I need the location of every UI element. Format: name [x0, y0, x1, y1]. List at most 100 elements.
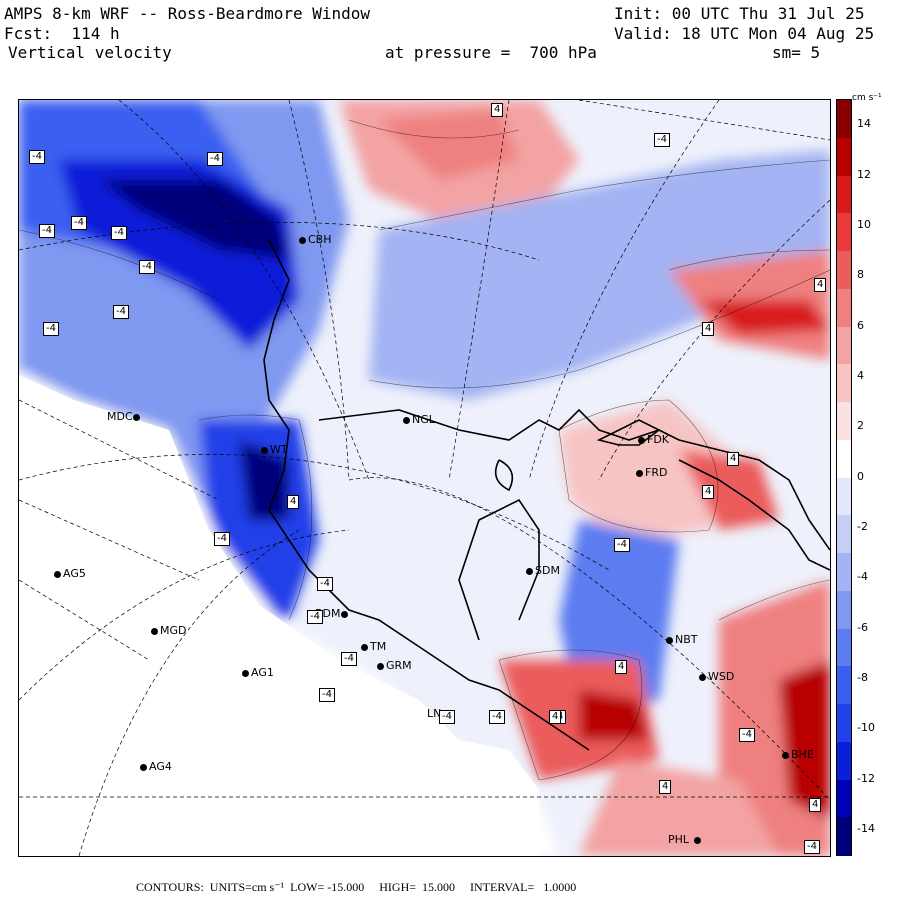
- colorbar-tick-label: 8: [857, 268, 864, 282]
- colorbar-segment: [837, 175, 851, 215]
- contour-value-label: -4: [341, 652, 357, 666]
- contour-value-label: 4: [727, 452, 740, 466]
- contour-value-label: -4: [614, 538, 630, 552]
- station-label-sdm: SDM: [535, 564, 560, 577]
- station-marker-mgd: [151, 628, 158, 635]
- colorbar-tick-label: 14: [857, 117, 871, 131]
- vertical-velocity-map: MDC NGL FDK FRD SDM AG5 MGD AG1 AG4 NBT WSD BDM TM GR…: [18, 99, 831, 857]
- colorbar-tick-label: 12: [857, 167, 871, 181]
- colorbar-tick-label: 10: [857, 217, 871, 231]
- colorbar-segment: [837, 741, 851, 781]
- contour-value-label: 4: [809, 798, 822, 812]
- colorbar-segment: [837, 213, 851, 252]
- contour-value-label: -4: [111, 226, 127, 240]
- contour-value-label: -4: [804, 840, 820, 854]
- station-label-wsd: WSD: [708, 670, 735, 683]
- station-label-cbh: CBH: [308, 233, 332, 246]
- contour-value-label: -4: [113, 305, 129, 319]
- contour-value-label: -4: [739, 728, 755, 742]
- colorbar-segment: [837, 288, 851, 328]
- station-marker-sdm: [526, 568, 533, 575]
- model-title: AMPS 8-km WRF -- Ross-Beardmore Window: [4, 4, 371, 23]
- contour-value-label: -4: [43, 322, 59, 336]
- colorbar-tick-label: 6: [857, 318, 864, 332]
- colorbar-segment: [837, 704, 851, 743]
- contour-footer: CONTOURS: UNITS=cm s⁻¹ LOW= -15.000 HIGH…: [136, 880, 577, 894]
- contour-value-label: 4: [549, 710, 562, 724]
- station-label-nbt: NBT: [675, 633, 698, 646]
- colorbar-segment: [837, 439, 851, 479]
- contour-value-label: -4: [39, 224, 55, 238]
- contour-value-label: -4: [29, 150, 45, 164]
- colorbar-tick-label: -2: [857, 519, 868, 533]
- contour-value-label: 4: [702, 485, 715, 499]
- station-marker-frd: [636, 470, 643, 477]
- station-marker-ag1: [242, 670, 249, 677]
- colorbar-segment: [837, 402, 851, 441]
- colorbar-segment: [837, 364, 851, 403]
- station-label-ag4: AG4: [149, 760, 172, 773]
- colorbar-segment: [837, 100, 851, 139]
- contour-value-label: 4: [615, 660, 628, 674]
- station-label-wt: WT: [270, 443, 288, 456]
- colorbar-tick-label: -12: [857, 771, 875, 785]
- contour-value-label: -4: [71, 216, 87, 230]
- station-label-ag5: AG5: [63, 567, 86, 580]
- station-marker-cbh: [299, 237, 306, 244]
- contour-value-label: -4: [207, 152, 223, 166]
- colorbar-tick-label: -4: [857, 570, 868, 584]
- station-marker-ag4: [140, 764, 147, 771]
- colorbar-tick-label: 2: [857, 419, 864, 433]
- colorbar-tick-label: -6: [857, 620, 868, 634]
- contour-value-label: -4: [139, 260, 155, 274]
- valid-time: Valid: 18 UTC Mon 04 Aug 25: [614, 24, 875, 43]
- station-marker-tm: [361, 644, 368, 651]
- station-marker-grm: [377, 663, 384, 670]
- contour-value-label: -4: [319, 688, 335, 702]
- colorbar-segment: [837, 666, 851, 705]
- contour-value-label: 4: [659, 780, 672, 794]
- station-marker-ag5: [54, 571, 61, 578]
- colorbar-segment: [837, 817, 851, 856]
- station-marker-nbt: [666, 637, 673, 644]
- station-label-frd: FRD: [645, 466, 668, 479]
- station-marker-ngl: [403, 417, 410, 424]
- contour-value-label: 4: [287, 495, 300, 509]
- forecast-hour: Fcst: 114 h: [4, 24, 120, 43]
- init-time: Init: 00 UTC Thu 31 Jul 25: [614, 4, 865, 23]
- contour-value-label: -4: [317, 577, 333, 591]
- colorbar-segment: [837, 326, 851, 366]
- ice-shelf: [19, 375, 539, 856]
- contour-value-label: 4: [702, 322, 715, 336]
- colorbar-segment: [837, 590, 851, 630]
- colorbar-units: cm s⁻¹: [852, 93, 882, 103]
- colorbar-tick-label: -10: [857, 721, 875, 735]
- contour-lines: [19, 119, 830, 781]
- station-marker-fdk: [638, 437, 645, 444]
- contour-value-label: 4: [814, 278, 827, 292]
- station-marker-bdm: [341, 611, 348, 618]
- colorbar-segment: [837, 477, 851, 517]
- colorbar-tick-label: -8: [857, 670, 868, 684]
- contour-value-label: -4: [489, 710, 505, 724]
- colorbar-segment: [837, 553, 851, 592]
- contour-value-label: -4: [307, 610, 323, 624]
- station-marker-wsd: [699, 674, 706, 681]
- field-name: Vertical velocity: [8, 43, 172, 62]
- contour-value-label: 4: [491, 103, 504, 117]
- contour-value-label: -4: [214, 532, 230, 546]
- station-label-fdk: FDK: [647, 433, 670, 446]
- colorbar-tick-label: -14: [857, 821, 875, 835]
- station-marker-wt: [261, 447, 268, 454]
- station-marker-phl: [694, 837, 701, 844]
- station-label-tm: TM: [370, 640, 387, 653]
- station-label-mgd: MGD: [160, 624, 187, 637]
- pressure-level: at pressure = 700 hPa: [385, 43, 597, 62]
- station-label-mdc: MDC: [107, 410, 133, 423]
- station-label-phl: PHL: [668, 833, 690, 846]
- colorbar: [836, 99, 852, 856]
- colorbar-segment: [837, 628, 851, 668]
- station-label-ngl: NGL: [412, 413, 435, 426]
- station-label-grm: GRM: [386, 659, 412, 672]
- station-marker-mdc: [133, 414, 140, 421]
